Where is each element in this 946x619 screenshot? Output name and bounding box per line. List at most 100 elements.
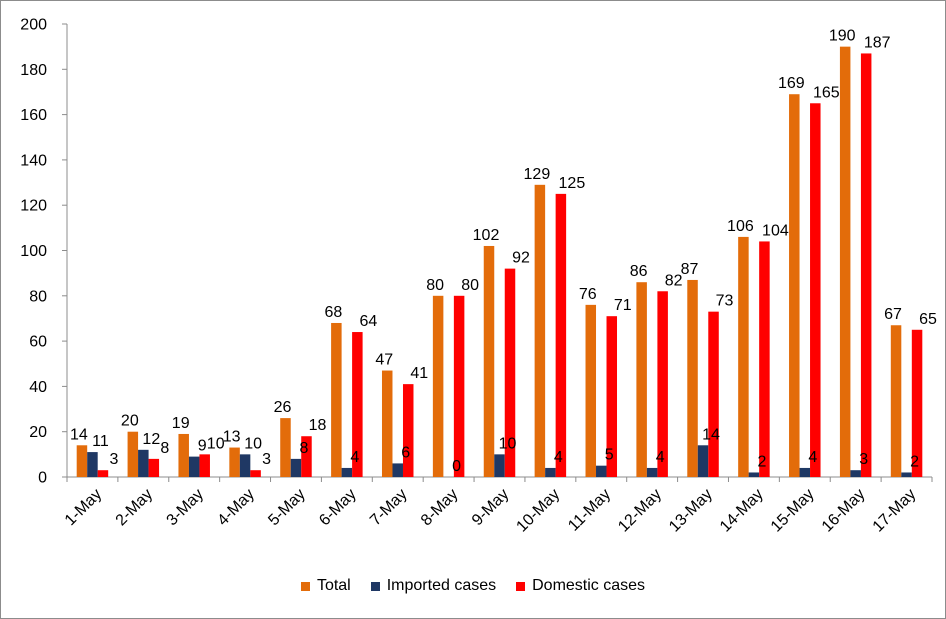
bar-imported-cases <box>239 454 251 477</box>
bar-total <box>687 279 698 477</box>
chart-legend: Total Imported cases Domestic cases <box>0 575 946 597</box>
legend-label-imported: Imported cases <box>386 577 497 594</box>
y-tick-label: 20 <box>29 424 47 441</box>
data-label-domestic-cases: 3 <box>262 451 271 468</box>
data-label-total: 19 <box>172 415 190 432</box>
bar-total <box>280 418 291 477</box>
data-label-imported-cases: 10 <box>244 435 262 452</box>
bar-imported-cases <box>341 467 353 477</box>
bar-total <box>229 447 240 477</box>
bar-domestic-cases <box>148 458 160 477</box>
bar-imported-cases <box>545 467 556 477</box>
bar-imported-cases <box>138 449 149 477</box>
legend-item-domestic: Domestic cases <box>516 577 645 595</box>
x-tick-label: 10-May <box>513 486 563 536</box>
bar-total <box>738 236 749 477</box>
y-tick-label: 80 <box>29 288 47 305</box>
bar-domestic-cases <box>810 103 821 478</box>
data-label-domestic-cases: 92 <box>512 250 530 267</box>
bar-domestic-cases <box>606 316 618 477</box>
data-label-imported-cases: 4 <box>656 449 665 466</box>
legend-item-imported: Imported cases <box>370 577 497 595</box>
x-tick-label: 17-May <box>870 486 920 536</box>
data-label-domestic-cases: 71 <box>614 297 632 314</box>
x-tick-label: 3-May <box>164 486 207 529</box>
bar-imported-cases <box>494 454 505 477</box>
bar-domestic-cases <box>708 311 719 477</box>
y-tick-label: 180 <box>20 62 47 79</box>
bar-total <box>789 94 800 477</box>
bar-imported-cases <box>799 467 811 477</box>
legend-label-total: Total <box>316 577 351 594</box>
bar-domestic-cases <box>657 291 668 477</box>
bar-imported-cases <box>901 472 912 477</box>
x-tick-label: 12-May <box>615 486 665 536</box>
data-label-imported-cases: 4 <box>808 449 817 466</box>
bar-domestic-cases <box>352 332 363 477</box>
data-label-imported-cases: 8 <box>300 440 309 457</box>
bar-imported-cases <box>646 467 658 477</box>
legend-swatch-imported <box>370 581 380 591</box>
data-label-domestic-cases: 165 <box>813 84 840 101</box>
data-label-imported-cases: 0 <box>452 458 461 475</box>
legend-swatch-total <box>300 581 310 591</box>
data-label-total: 106 <box>727 218 754 235</box>
bar-imported-cases <box>697 445 709 477</box>
bar-imported-cases <box>596 465 607 477</box>
bar-total <box>331 322 342 477</box>
x-tick-label: 7-May <box>367 486 410 529</box>
bar-total <box>127 431 139 477</box>
x-tick-label: 16-May <box>819 486 869 536</box>
data-label-domestic-cases: 187 <box>864 34 891 51</box>
bar-imported-cases <box>850 470 861 477</box>
x-tick-label: 13-May <box>666 486 716 536</box>
bar-domestic-cases <box>911 329 923 477</box>
bar-total <box>381 370 393 477</box>
legend-swatch-domestic <box>516 581 526 591</box>
data-label-total: 129 <box>524 166 551 183</box>
x-tick-label: 2-May <box>113 486 156 529</box>
bar-total <box>534 184 546 477</box>
data-label-imported-cases: 4 <box>350 449 359 466</box>
data-label-imported-cases: 2 <box>757 453 766 470</box>
bar-domestic-cases <box>555 193 567 477</box>
data-label-total: 86 <box>630 263 648 280</box>
y-tick-label: 140 <box>20 152 47 169</box>
data-label-domestic-cases: 64 <box>359 313 377 330</box>
x-tick-label: 8-May <box>418 486 461 529</box>
data-label-imported-cases: 14 <box>702 426 720 443</box>
data-label-total: 47 <box>375 352 393 369</box>
y-tick-label: 120 <box>20 198 47 215</box>
bar-domestic-cases <box>250 470 261 477</box>
data-label-domestic-cases: 65 <box>919 311 937 328</box>
y-tick-label: 0 <box>38 470 47 487</box>
x-tick-label: 1-May <box>62 486 105 529</box>
y-tick-label: 60 <box>29 334 47 351</box>
data-label-total: 169 <box>778 75 805 92</box>
bar-domestic-cases <box>453 295 465 477</box>
data-label-domestic-cases: 41 <box>410 365 428 382</box>
bar-total <box>839 46 851 478</box>
data-label-total: 13 <box>223 429 241 446</box>
bar-total <box>636 282 647 477</box>
x-tick-label: 15-May <box>768 486 818 536</box>
data-label-total: 14 <box>70 426 88 443</box>
bar-domestic-cases <box>402 384 414 477</box>
bar-domestic-cases <box>199 454 210 477</box>
data-label-total: 76 <box>579 286 597 303</box>
data-label-domestic-cases: 125 <box>559 175 586 192</box>
data-label-imported-cases: 6 <box>401 444 410 461</box>
bar-imported-cases <box>290 458 302 477</box>
data-label-total: 26 <box>274 399 292 416</box>
data-label-imported-cases: 5 <box>605 447 614 464</box>
data-label-domestic-cases: 8 <box>160 440 169 457</box>
data-label-domestic-cases: 104 <box>762 222 789 239</box>
bar-total <box>890 325 902 477</box>
data-label-total: 102 <box>473 227 500 244</box>
data-label-imported-cases: 4 <box>554 449 563 466</box>
bar-imported-cases <box>188 456 200 477</box>
data-label-imported-cases: 2 <box>910 453 919 470</box>
bar-domestic-cases <box>97 470 109 477</box>
